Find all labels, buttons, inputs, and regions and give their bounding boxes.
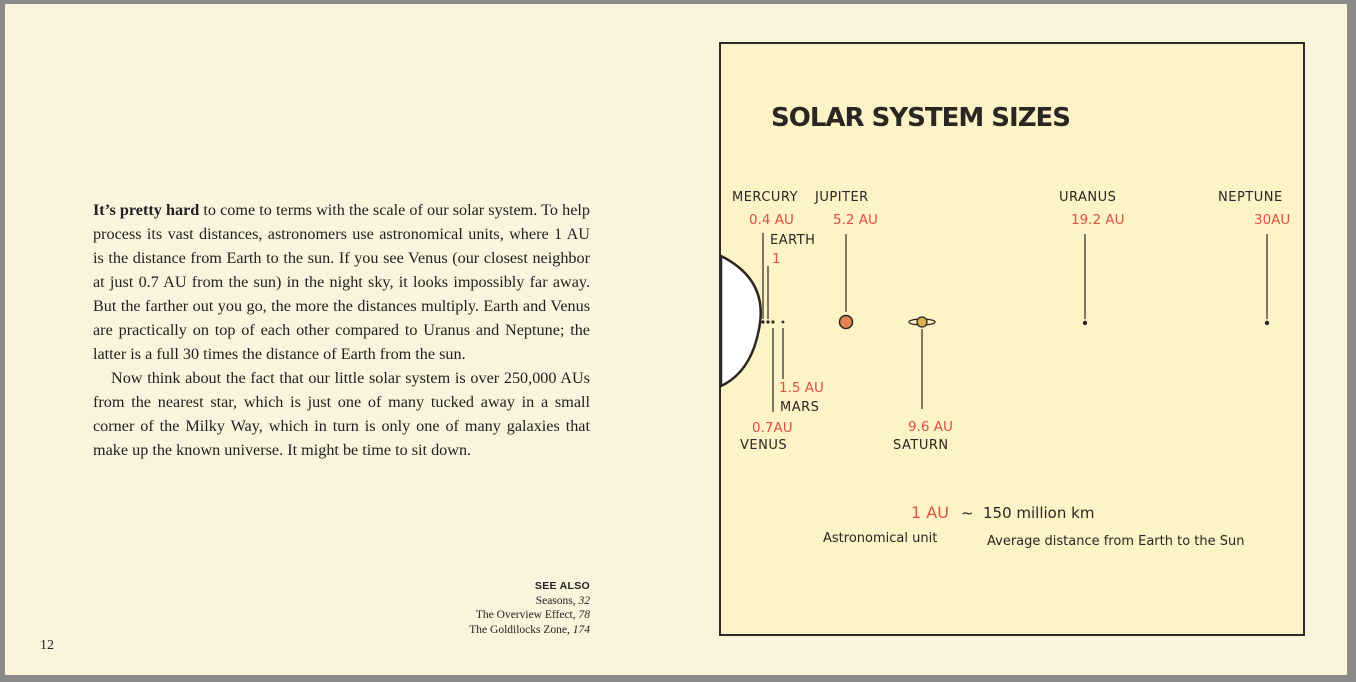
lead-in-bold: It’s pretty hard [93, 201, 200, 219]
see-also-title: Seasons, [535, 594, 576, 607]
legend-approx: ~ [961, 504, 974, 522]
mercury-label: MERCURY [732, 190, 798, 205]
sun-icon [719, 253, 762, 388]
see-also-item: Seasons, 32 [330, 594, 590, 609]
neptune-dot [1264, 320, 1270, 326]
see-also-page: 32 [578, 594, 591, 607]
jupiter-label: JUPITER [814, 190, 869, 205]
mars-dot [781, 320, 785, 324]
mars-label: MARS [780, 400, 819, 415]
venus-distance: 0.7AU [752, 420, 793, 436]
venus-label: VENUS [740, 438, 787, 453]
see-also-title: The Overview Effect, [475, 609, 576, 621]
page-number: 12 [40, 638, 54, 653]
uranus-dot [1082, 320, 1088, 326]
earth-dot [771, 320, 775, 324]
see-also-page: 174 [572, 623, 590, 636]
paragraph-1: It’s pretty hard to come to terms with t… [93, 198, 590, 366]
paragraph-1-text: to come to terms with the scale of our s… [93, 201, 590, 363]
illustration-title: SOLAR SYSTEM SIZES [771, 103, 1070, 133]
illustration-frame: SOLAR SYSTEM SIZES [719, 42, 1305, 636]
mercury-dot [761, 320, 765, 324]
see-also-item: The Goldilocks Zone, 174 [330, 623, 590, 638]
uranus-distance: 19.2 AU [1071, 212, 1124, 228]
see-also-heading: SEE ALSO [534, 580, 590, 592]
see-also-item: The Overview Effect, 78 [330, 608, 590, 623]
legend-km: 150 million km [983, 504, 1094, 522]
saturn-label: SATURN [893, 438, 949, 453]
book-spread: It’s pretty hard to come to terms with t… [5, 4, 1347, 675]
legend-au-name: Astronomical unit [823, 531, 937, 546]
saturn-icon [908, 316, 936, 328]
earth-label: EARTH [770, 233, 815, 248]
right-page: SOLAR SYSTEM SIZES [683, 4, 1347, 675]
neptune-label: NEPTUNE [1218, 190, 1283, 205]
saturn-distance: 9.6 AU [908, 419, 953, 435]
legend-au: 1 AU [911, 503, 949, 522]
legend-definition: Average distance from Earth to the Sun [987, 534, 1245, 549]
body-text: It’s pretty hard to come to terms with t… [93, 198, 590, 462]
solar-system-illustration: SOLAR SYSTEM SIZES [719, 103, 1290, 549]
neptune-distance: 30AU [1254, 212, 1290, 228]
see-also-title: The Goldilocks Zone, [469, 623, 570, 636]
paragraph-2: Now think about the fact that our little… [93, 369, 590, 459]
mercury-distance: 0.4 AU [749, 212, 794, 228]
jupiter-icon [838, 314, 854, 330]
venus-dot [766, 320, 770, 324]
left-page: It’s pretty hard to come to terms with t… [5, 4, 683, 675]
see-also-page: 78 [578, 609, 591, 621]
earth-distance: 1 [772, 251, 781, 267]
mars-distance: 1.5 AU [779, 380, 824, 396]
jupiter-distance: 5.2 AU [833, 212, 878, 228]
see-also: SEE ALSO Seasons, 32 The Overview Effect… [330, 579, 590, 637]
uranus-label: URANUS [1059, 190, 1116, 205]
